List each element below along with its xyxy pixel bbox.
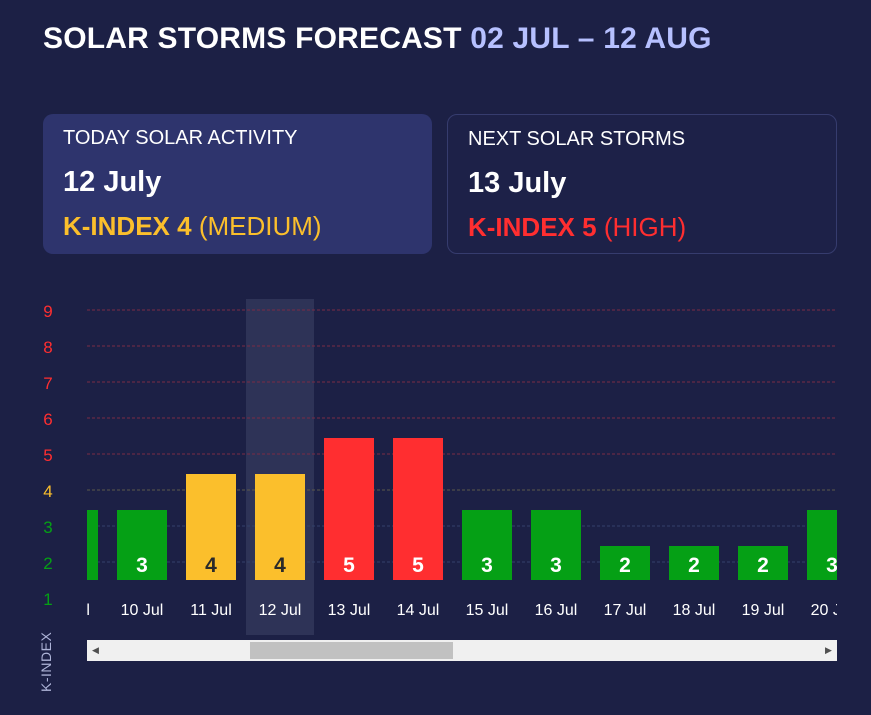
bar-value-label: 3 — [67, 554, 79, 577]
next-card-date: 13 July — [468, 167, 567, 199]
y-tick-label: 7 — [43, 374, 52, 393]
y-tick-label: 6 — [43, 410, 52, 429]
page-title: SOLAR STORMS FORECAST 02 JUL – 12 AUG — [43, 22, 712, 56]
date-range: 02 JUL – 12 AUG — [470, 22, 712, 55]
bars-group: 3 9 Jul 3 10 Jul 4 11 Jul 4 12 Jul 5 13 Jul 5 14 Ju… — [56, 438, 854, 619]
y-axis-title: K-INDEX — [38, 631, 54, 692]
today-kindex-value: K-INDEX 4 — [63, 211, 192, 241]
highlight-column — [246, 299, 314, 635]
x-tick-label: 11 Jul — [190, 602, 232, 619]
bar — [738, 546, 788, 580]
today-card-date: 12 July — [63, 166, 162, 198]
bar — [87, 510, 98, 580]
bar — [669, 546, 719, 580]
y-tick-label: 9 — [43, 302, 52, 321]
bar-value-label: 2 — [757, 554, 769, 577]
bar — [324, 438, 374, 580]
chart-scrollbar[interactable]: ◀ ▶ — [87, 640, 837, 661]
y-tick-label: 2 — [43, 554, 52, 573]
bar-value-label: 4 — [274, 554, 286, 577]
bar — [393, 438, 443, 580]
bar — [186, 474, 236, 580]
scroll-right-icon[interactable]: ▶ — [825, 645, 832, 655]
bar-value-label: 4 — [205, 554, 217, 577]
y-tick-label: 5 — [43, 446, 52, 465]
x-tick-label: 14 Jul — [397, 602, 440, 619]
today-card-label: TODAY SOLAR ACTIVITY — [63, 127, 298, 149]
today-activity-card: TODAY SOLAR ACTIVITY 12 July K-INDEX 4 (… — [43, 114, 432, 254]
bar-value-label: 3 — [481, 554, 493, 577]
x-tick-label: 16 Jul — [535, 602, 578, 619]
today-kindex-level: (MEDIUM) — [198, 211, 322, 241]
bar — [462, 510, 512, 580]
y-tick-label: 1 — [43, 590, 52, 609]
y-tick-label: 3 — [43, 518, 52, 537]
x-tick-label: 19 Jul — [742, 602, 785, 619]
next-storms-card: NEXT SOLAR STORMS 13 July K-INDEX 5 (HIG… — [447, 114, 837, 254]
bar-value-label: 3 — [136, 554, 148, 577]
x-tick-label: 13 Jul — [328, 602, 371, 619]
bar-value-label: 3 — [826, 554, 838, 577]
bar — [600, 546, 650, 580]
bar-value-label: 5 — [343, 554, 355, 577]
next-kindex-value: K-INDEX 5 — [468, 212, 597, 242]
bar — [531, 510, 581, 580]
next-card-label: NEXT SOLAR STORMS — [468, 128, 686, 150]
x-tick-label: 20 Jul — [811, 602, 854, 619]
scroll-left-icon[interactable]: ◀ — [92, 645, 99, 655]
bar-value-label: 2 — [688, 554, 700, 577]
x-tick-label: 9 Jul — [56, 602, 90, 619]
x-tick-label: 12 Jul — [259, 602, 302, 619]
x-tick-label: 10 Jul — [121, 602, 164, 619]
today-kindex: K-INDEX 4 (MEDIUM) — [63, 211, 412, 242]
bar-value-label: 5 — [412, 554, 424, 577]
bar — [255, 474, 305, 580]
next-kindex-level: (HIGH) — [603, 212, 687, 242]
bar — [117, 510, 167, 580]
bar-value-label: 2 — [619, 554, 631, 577]
x-tick-label: 17 Jul — [604, 602, 647, 619]
x-tick-label: 18 Jul — [673, 602, 716, 619]
title-text: SOLAR STORMS FORECAST — [43, 22, 462, 55]
next-kindex: K-INDEX 5 (HIGH) — [468, 212, 816, 243]
x-tick-label: 15 Jul — [466, 602, 509, 619]
scrollbar-thumb[interactable] — [250, 642, 453, 659]
y-tick-label: 8 — [43, 338, 52, 357]
bar — [807, 510, 837, 580]
y-tick-label: 4 — [43, 482, 52, 501]
bar-value-label: 3 — [550, 554, 562, 577]
